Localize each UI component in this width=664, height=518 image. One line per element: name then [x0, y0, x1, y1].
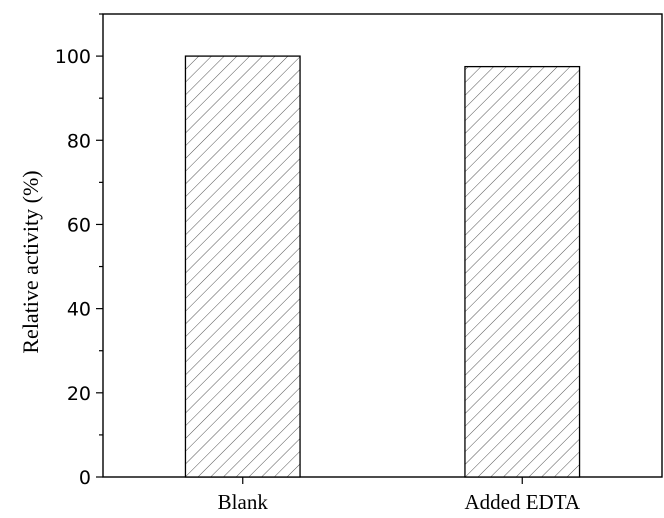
- y-tick-label: 40: [67, 299, 91, 321]
- y-tick-label: 60: [67, 214, 91, 236]
- x-tick-label: Added EDTA: [464, 490, 580, 514]
- bar: [464, 65, 581, 478]
- y-tick-label: 100: [55, 46, 91, 68]
- y-tick-label: 20: [67, 383, 91, 405]
- y-tick-label: 80: [67, 130, 91, 152]
- bars: [184, 55, 581, 478]
- plot-border: [102, 13, 663, 478]
- y-axis: 0 20 40 60 80 100: [55, 13, 103, 489]
- y-tick-label: 0: [79, 467, 91, 489]
- x-tick-label: Blank: [218, 490, 269, 514]
- plot-frame: [102, 13, 663, 478]
- bar: [184, 55, 301, 478]
- y-axis-title: Relative activity (%): [18, 170, 43, 353]
- x-axis: Blank Added EDTA: [218, 477, 581, 514]
